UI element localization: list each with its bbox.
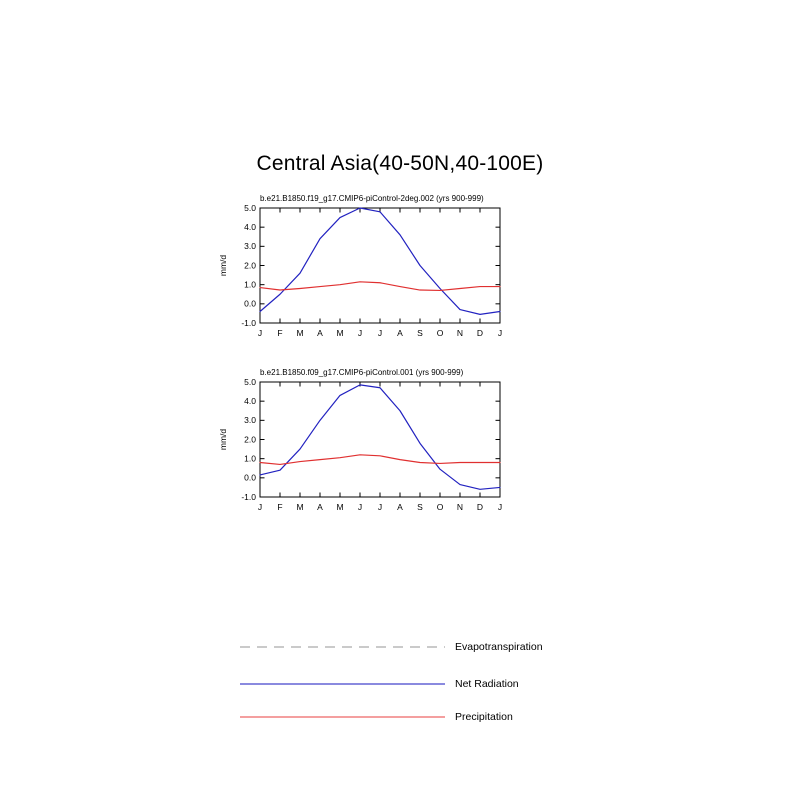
legend-row-net-radiation: Net Radiation xyxy=(240,678,519,690)
svg-text:M: M xyxy=(296,328,303,338)
page-title: Central Asia(40-50N,40-100E) xyxy=(256,152,544,175)
evapotranspiration-line-sample-icon xyxy=(240,646,445,648)
svg-text:J: J xyxy=(358,502,362,512)
svg-text:O: O xyxy=(437,328,444,338)
svg-text:N: N xyxy=(457,328,463,338)
svg-text:3.0: 3.0 xyxy=(244,415,256,425)
svg-text:A: A xyxy=(317,328,323,338)
svg-text:M: M xyxy=(296,502,303,512)
svg-text:-1.0: -1.0 xyxy=(241,318,256,328)
svg-text:0.0: 0.0 xyxy=(244,473,256,483)
svg-text:N: N xyxy=(457,502,463,512)
svg-text:mm/d: mm/d xyxy=(218,429,228,451)
chart-top-plot: 5.04.03.02.01.00.0-1.0J F M A M J J A S O N D Jmm/d xyxy=(218,203,502,338)
net-radiation-line-sample-icon xyxy=(240,683,445,685)
svg-text:mm/d: mm/d xyxy=(218,255,228,277)
svg-text:5.0: 5.0 xyxy=(244,377,256,387)
svg-text:4.0: 4.0 xyxy=(244,222,256,232)
svg-text:J: J xyxy=(378,502,382,512)
svg-text:A: A xyxy=(397,328,403,338)
svg-text:J: J xyxy=(258,328,262,338)
legend-label-precipitation: Precipitation xyxy=(455,711,513,723)
legend-label-net-radiation: Net Radiation xyxy=(455,678,519,690)
svg-text:3.0: 3.0 xyxy=(244,241,256,251)
svg-text:S: S xyxy=(417,328,423,338)
svg-text:-1.0: -1.0 xyxy=(241,492,256,502)
chart-top: b.e21.B1850.f19_g17.CMIP6-piControl-2deg… xyxy=(210,186,540,346)
svg-text:F: F xyxy=(277,328,282,338)
precipitation-line-sample-icon xyxy=(240,716,445,718)
svg-text:O: O xyxy=(437,502,444,512)
legend-row-evapotranspiration: Evapotranspiration xyxy=(240,641,543,653)
svg-text:D: D xyxy=(477,328,483,338)
svg-text:A: A xyxy=(397,502,403,512)
chart-bottom-plot: 5.04.03.02.01.00.0-1.0J F M A M J J A S O N D Jmm/d xyxy=(218,377,502,512)
svg-text:M: M xyxy=(336,328,343,338)
legend-row-precipitation: Precipitation xyxy=(240,711,513,723)
svg-text:2.0: 2.0 xyxy=(244,434,256,444)
svg-text:A: A xyxy=(317,502,323,512)
legend-label-evapotranspiration: Evapotranspiration xyxy=(455,641,543,653)
chart-bottom: b.e21.B1850.f09_g17.CMIP6-piControl.001 … xyxy=(210,360,540,520)
svg-text:F: F xyxy=(277,502,282,512)
svg-text:J: J xyxy=(498,502,502,512)
svg-text:4.0: 4.0 xyxy=(244,396,256,406)
svg-text:J: J xyxy=(358,328,362,338)
chart-top-subtitle: b.e21.B1850.f19_g17.CMIP6-piControl-2deg… xyxy=(260,194,484,203)
svg-text:5.0: 5.0 xyxy=(244,203,256,213)
svg-text:0.0: 0.0 xyxy=(244,299,256,309)
svg-text:S: S xyxy=(417,502,423,512)
svg-text:J: J xyxy=(258,502,262,512)
svg-text:1.0: 1.0 xyxy=(244,279,256,289)
svg-text:1.0: 1.0 xyxy=(244,453,256,463)
svg-text:D: D xyxy=(477,502,483,512)
svg-text:J: J xyxy=(378,328,382,338)
svg-text:M: M xyxy=(336,502,343,512)
svg-text:2.0: 2.0 xyxy=(244,260,256,270)
svg-text:J: J xyxy=(498,328,502,338)
chart-bottom-subtitle: b.e21.B1850.f09_g17.CMIP6-piControl.001 … xyxy=(260,368,464,377)
